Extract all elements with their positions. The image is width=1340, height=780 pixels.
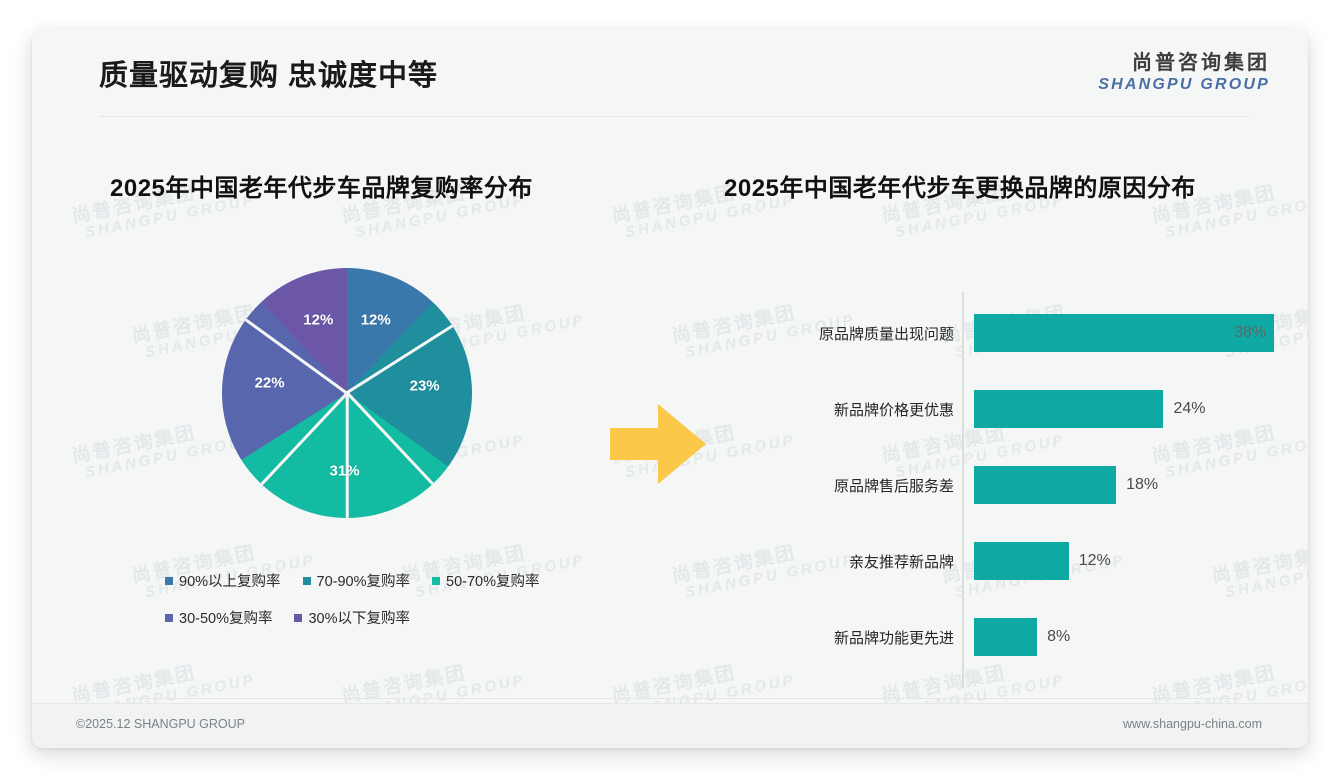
slide-header: 质量驱动复购 忠诚度中等 尚普咨询集团 SHANGPU GROUP — [32, 30, 1308, 118]
bar-fill[interactable] — [974, 618, 1038, 656]
bar-value-label: 12% — [1078, 552, 1111, 569]
bar-chart-row: 新品牌价格更优惠 24% — [732, 390, 1292, 428]
bar-category-label: 新品牌功能更先进 — [833, 629, 954, 647]
bar-category-label: 原品牌售后服务差 — [833, 477, 954, 495]
legend-label: 70-90%复购率 — [316, 574, 411, 590]
pie-slice-label: 31% — [329, 462, 360, 480]
legend-item[interactable]: 70-90%复购率 — [302, 570, 411, 591]
bar-fill[interactable] — [974, 390, 1164, 428]
pie-slice-separator — [345, 393, 349, 518]
legend-item[interactable]: 30%以下复购率 — [294, 607, 410, 628]
page-title: 质量驱动复购 忠诚度中等 — [99, 60, 439, 92]
bar-category-label: 亲友推荐新品牌 — [848, 553, 954, 571]
bar-category-label: 原品牌质量出现问题 — [818, 325, 954, 343]
logo-chinese-name: 尚普咨询集团 — [1132, 52, 1270, 74]
bar-chart-row: 原品牌售后服务差 18% — [732, 466, 1292, 504]
pie-slice-label: 12% — [360, 311, 391, 329]
legend-item[interactable]: 90%以上复购率 — [165, 570, 281, 591]
pie-legend: 90%以上复购率 70-90%复购率 50-70%复购率 30-50%复购率 30%以… — [165, 570, 635, 644]
right-arrow-icon — [610, 398, 710, 490]
pie-slice-label: 23% — [409, 377, 440, 395]
bar-chart-row: 亲友推荐新品牌 12% — [732, 542, 1292, 580]
legend-label: 50-70%复购率 — [446, 574, 540, 590]
bar-track: 38% — [966, 314, 1292, 352]
legend-label: 90%以上复购率 — [179, 574, 281, 590]
pie-slice-label: 12% — [303, 311, 334, 329]
legend-label: 30-50%复购率 — [179, 611, 273, 627]
slide-footer: ©2025.12 SHANGPU GROUP www.shangpu-china… — [32, 703, 1308, 748]
legend-row-top: 90%以上复购率 70-90%复购率 50-70%复购率 — [165, 570, 635, 607]
legend-swatch — [165, 576, 173, 585]
bar-track: 24% — [966, 390, 1292, 428]
bar-chart-row: 新品牌功能更先进 8% — [732, 618, 1292, 656]
bar-chart-title: 2025年中国老年代步车更换品牌的原因分布 — [724, 175, 1196, 202]
bar-value-label: 18% — [1126, 476, 1159, 493]
logo-english-name: SHANGPU GROUP — [1098, 76, 1270, 93]
legend-swatch — [302, 576, 311, 585]
legend-item[interactable]: 30-50%复购率 — [165, 607, 272, 628]
bar-track: 8% — [966, 618, 1292, 656]
bar-fill[interactable] — [974, 314, 1274, 352]
website-link[interactable]: www.shangpu-china.com — [1123, 717, 1262, 731]
bar-chart-axis — [962, 292, 964, 688]
bar-value-label: 24% — [1173, 400, 1206, 417]
legend-row-bottom: 30-50%复购率 30%以下复购率 — [165, 607, 635, 644]
note-divider — [127, 698, 1237, 699]
bar-chart-row: 原品牌质量出现问题 38% — [732, 314, 1292, 352]
bar-value-label: 38% — [1234, 324, 1267, 341]
bar-category-label: 新品牌价格更优惠 — [833, 401, 954, 419]
bar-chart: 原品牌质量出现问题 38% 新品牌价格更优惠 24% 原品牌售后服务差 18% 亲友推荐新品… — [732, 280, 1292, 700]
bar-value-label: 8% — [1047, 628, 1071, 645]
pie-slice-label: 22% — [254, 374, 285, 392]
slide-content: 2025年中国老年代步车品牌复购率分布 2025年中国老年代步车更换品牌的原因分… — [32, 30, 1308, 748]
bar-track: 12% — [966, 542, 1292, 580]
copyright-text: ©2025.12 SHANGPU GROUP — [76, 717, 245, 731]
pie-chart: 12% 23% 31% 22% 12% — [222, 268, 472, 518]
pie-chart-title: 2025年中国老年代步车品牌复购率分布 — [110, 175, 533, 202]
legend-swatch — [432, 576, 441, 585]
bar-track: 18% — [966, 466, 1292, 504]
bar-fill[interactable] — [974, 466, 1117, 504]
bar-fill[interactable] — [974, 542, 1069, 580]
legend-item[interactable]: 50-70%复购率 — [432, 570, 540, 591]
legend-label: 30%以下复购率 — [308, 611, 411, 627]
brand-logo: 尚普咨询集团 SHANGPU GROUP — [1098, 52, 1270, 94]
header-divider — [99, 116, 1249, 117]
legend-swatch — [294, 613, 303, 622]
legend-swatch — [165, 613, 173, 622]
slide-card: 尚普咨询集团 SHANGPU GROUP 尚普咨询集团 SHANGPU GROUP 尚普… — [32, 30, 1308, 748]
